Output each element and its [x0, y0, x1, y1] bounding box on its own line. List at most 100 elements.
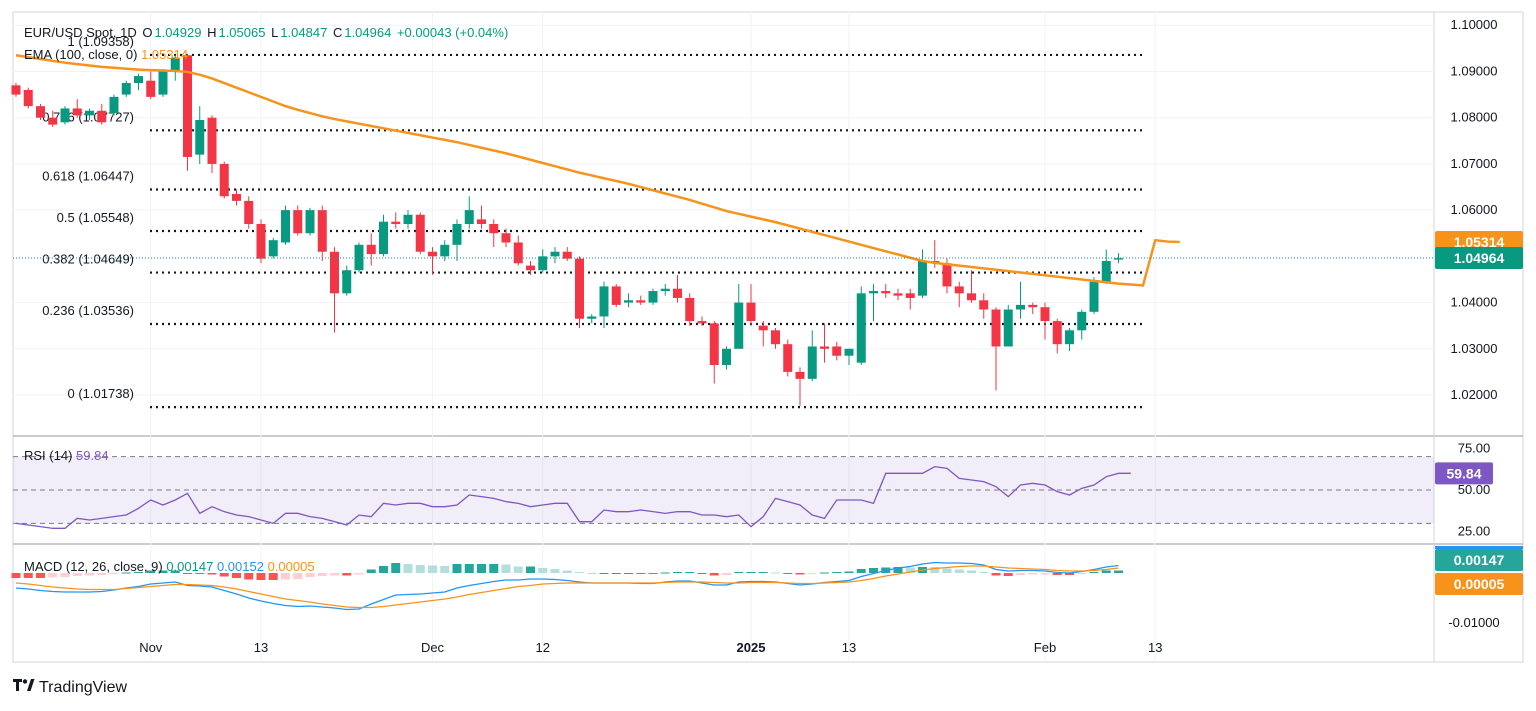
chart-frame: [12, 11, 1524, 663]
rsi-legend-label: RSI (14): [24, 448, 73, 463]
candle-body: [1028, 304, 1038, 308]
candle-body: [918, 260, 927, 296]
candle-body: [1003, 309, 1013, 347]
y-tick-label: 1.06000: [1451, 202, 1498, 217]
candle-body: [575, 258, 584, 319]
macd-histogram-bar: [844, 571, 854, 573]
macd-value-tag-label: 0.00147: [1454, 552, 1505, 568]
candle-body: [599, 286, 609, 317]
fib-level-label: 0.236 (1.03536): [42, 303, 134, 318]
candle-body: [11, 85, 21, 95]
x-tick-label: 13: [1148, 640, 1162, 655]
macd-histogram-bar: [342, 573, 352, 576]
macd-histogram-bar: [746, 572, 756, 573]
candle-body: [134, 76, 143, 84]
rsi-value-tag: [1435, 462, 1493, 485]
macd-histogram-bar: [624, 573, 633, 574]
ohlc-header: EUR/USD Spot, 1D O 1.04929 H 1.05065 L 1.04…: [24, 25, 510, 40]
tradingview-logo[interactable]: TradingView: [13, 678, 127, 697]
candle-body: [1077, 311, 1087, 331]
macd-legend-signal: 0.00005: [267, 559, 315, 574]
candle-body: [954, 286, 964, 294]
rsi-line: [15, 465, 1131, 529]
candle-body: [452, 224, 462, 245]
candle-body: [587, 316, 597, 319]
macd-histogram-bar: [575, 572, 584, 573]
macd-value-tag-accent: [1435, 546, 1523, 549]
macd-histogram-bar: [1089, 572, 1099, 573]
ema-legend[interactable]: EMA (100, close, 0) 1.05314: [24, 47, 188, 62]
candle-body: [330, 251, 339, 294]
macd-histogram-bar: [685, 572, 695, 573]
macd-histogram-bar: [1065, 573, 1074, 575]
close-value: 1.04964: [344, 25, 392, 40]
candle-body: [807, 346, 817, 379]
candle-body: [440, 244, 450, 257]
y-tick-label: 1.03000: [1451, 341, 1498, 356]
macd-histogram-bar: [391, 563, 401, 573]
tradingview-logo-icon: [13, 678, 35, 697]
macd-histogram-bar: [991, 573, 1001, 576]
candle-body: [1089, 281, 1099, 312]
candle-body: [489, 224, 499, 234]
macd-legend-macd: 0.00152: [216, 559, 264, 574]
macd-histogram-bar: [856, 569, 866, 573]
rsi-tick-label: 25.00: [1458, 524, 1491, 539]
close-label: C: [332, 25, 343, 40]
macd-histogram-bar: [1003, 573, 1013, 576]
macd-histogram-bar: [121, 572, 131, 574]
macd-histogram-bar: [477, 564, 486, 573]
candle-body: [795, 371, 805, 379]
macd-histogram-bar: [36, 573, 45, 578]
candle-body: [1040, 307, 1050, 322]
macd-histogram-bar: [109, 573, 119, 574]
macd-histogram-bar: [905, 567, 915, 573]
macd-histogram-bar: [1016, 573, 1025, 575]
brand-name: TradingView: [39, 678, 128, 696]
macd-histogram-bar: [562, 570, 572, 573]
x-tick-label: 12: [536, 640, 550, 655]
candle-body: [673, 288, 682, 298]
candle-body: [820, 346, 829, 349]
x-tick-label: Nov: [139, 640, 163, 655]
macd-legend[interactable]: MACD (12, 26, close, 9) 0.00147 0.00152 …: [24, 559, 315, 574]
macd-histogram-bar: [550, 569, 560, 573]
macd-histogram-bar: [1114, 570, 1123, 573]
rsi-legend-value: 59.84: [76, 448, 109, 463]
candle-body: [146, 80, 156, 97]
rsi-value-tag-label: 59.84: [1446, 465, 1481, 481]
rsi-tick-label: 50.00: [1458, 482, 1491, 497]
macd-histogram-bar: [893, 567, 903, 573]
macd-histogram-bar: [489, 564, 499, 573]
candle-body: [905, 293, 915, 298]
candle-body: [1101, 260, 1111, 282]
macd-histogram-bar: [501, 564, 511, 573]
macd-hist-tag-label: 0.00005: [1454, 576, 1505, 592]
rsi-legend[interactable]: RSI (14) 59.84: [24, 448, 109, 463]
candle-body: [170, 57, 180, 72]
macd-histogram-bar: [146, 570, 156, 573]
macd-histogram-bar: [403, 564, 413, 573]
macd-histogram-bar: [869, 568, 878, 573]
macd-histogram-bar: [1077, 573, 1087, 574]
candle-body: [1065, 330, 1074, 345]
macd-histogram-bar: [330, 573, 339, 576]
candle-body: [648, 291, 658, 303]
candle-body: [624, 300, 633, 303]
macd-histogram-bar: [673, 572, 682, 573]
candle-body: [97, 110, 107, 123]
macd-histogram-bar: [354, 573, 364, 575]
macd-histogram-bar: [134, 572, 143, 573]
high-value: 1.05065: [218, 25, 266, 40]
candle-body: [991, 309, 1001, 347]
candle-body: [746, 302, 756, 322]
symbol-title[interactable]: EUR/USD Spot, 1D: [24, 25, 137, 40]
candle-body: [464, 210, 474, 224]
candle-body: [967, 293, 976, 301]
y-tick-label: 1.10000: [1451, 17, 1498, 32]
candle-body: [207, 117, 217, 164]
candle-body: [881, 291, 891, 294]
candle-body: [562, 251, 572, 259]
macd-histogram-bar: [1101, 570, 1111, 573]
